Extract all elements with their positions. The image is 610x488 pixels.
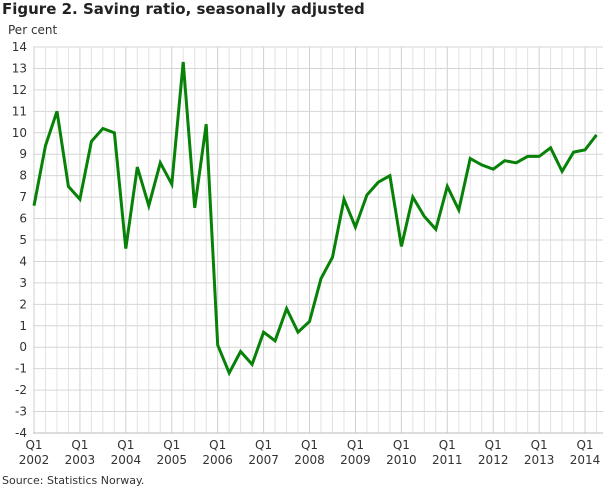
series-line xyxy=(32,61,598,377)
y-tick-label: -2 xyxy=(15,383,27,397)
x-tick-label-quarter: Q1 xyxy=(71,438,88,452)
x-tick-label-year: 2003 xyxy=(65,453,96,467)
x-tick-label-quarter: Q1 xyxy=(347,438,364,452)
x-tick-label-year: 2007 xyxy=(248,453,279,467)
x-tick-label-quarter: Q1 xyxy=(485,438,502,452)
chart-title: Figure 2. Saving ratio, seasonally adjus… xyxy=(2,0,365,18)
x-tick-label-quarter: Q1 xyxy=(301,438,318,452)
y-tick-label: 8 xyxy=(19,169,27,183)
x-tick-label-year: 2014 xyxy=(570,453,601,467)
x-tick-label-year: 2005 xyxy=(156,453,187,467)
x-tick-label-year: 2002 xyxy=(19,453,50,467)
x-tick-label-quarter: Q1 xyxy=(439,438,456,452)
x-tick-label-quarter: Q1 xyxy=(163,438,180,452)
y-tick-label: 4 xyxy=(19,254,27,268)
y-tick-label: 10 xyxy=(12,126,27,140)
y-tick-label: 1 xyxy=(19,319,27,333)
x-tick-label-year: 2009 xyxy=(340,453,371,467)
x-tick-label-quarter: Q1 xyxy=(393,438,410,452)
x-tick-label-year: 2010 xyxy=(386,453,417,467)
x-tick-label-quarter: Q1 xyxy=(209,438,226,452)
x-tick-label-year: 2004 xyxy=(111,453,142,467)
x-tick-label-quarter: Q1 xyxy=(576,438,593,452)
y-tick-label: 12 xyxy=(12,83,27,97)
x-tick-label-year: 2008 xyxy=(294,453,325,467)
y-tick-label: -1 xyxy=(15,362,27,376)
y-tick-label: 3 xyxy=(19,276,27,290)
y-tick-label: 11 xyxy=(12,104,27,118)
source-note: Source: Statistics Norway. xyxy=(2,474,145,487)
x-tick-label-year: 2013 xyxy=(524,453,555,467)
y-tick-label: 13 xyxy=(12,61,27,75)
y-tick-label: 6 xyxy=(19,212,27,226)
x-tick-label-quarter: Q1 xyxy=(531,438,548,452)
y-tick-label: 14 xyxy=(12,40,27,54)
y-tick-label: 5 xyxy=(19,233,27,247)
y-tick-label: -3 xyxy=(15,405,27,419)
y-axis-label: Per cent xyxy=(8,23,58,37)
x-tick-label-year: 2012 xyxy=(478,453,509,467)
y-tick-label: 0 xyxy=(19,340,27,354)
y-tick-label: -4 xyxy=(15,426,27,440)
x-tick-label-year: 2011 xyxy=(432,453,463,467)
x-tick-label-quarter: Q1 xyxy=(255,438,272,452)
x-tick-label-quarter: Q1 xyxy=(117,438,134,452)
x-tick-label-year: 2006 xyxy=(202,453,233,467)
y-tick-label: 7 xyxy=(19,190,27,204)
x-tick-label-quarter: Q1 xyxy=(25,438,42,452)
y-tick-label: 2 xyxy=(19,297,27,311)
y-tick-label: 9 xyxy=(19,147,27,161)
